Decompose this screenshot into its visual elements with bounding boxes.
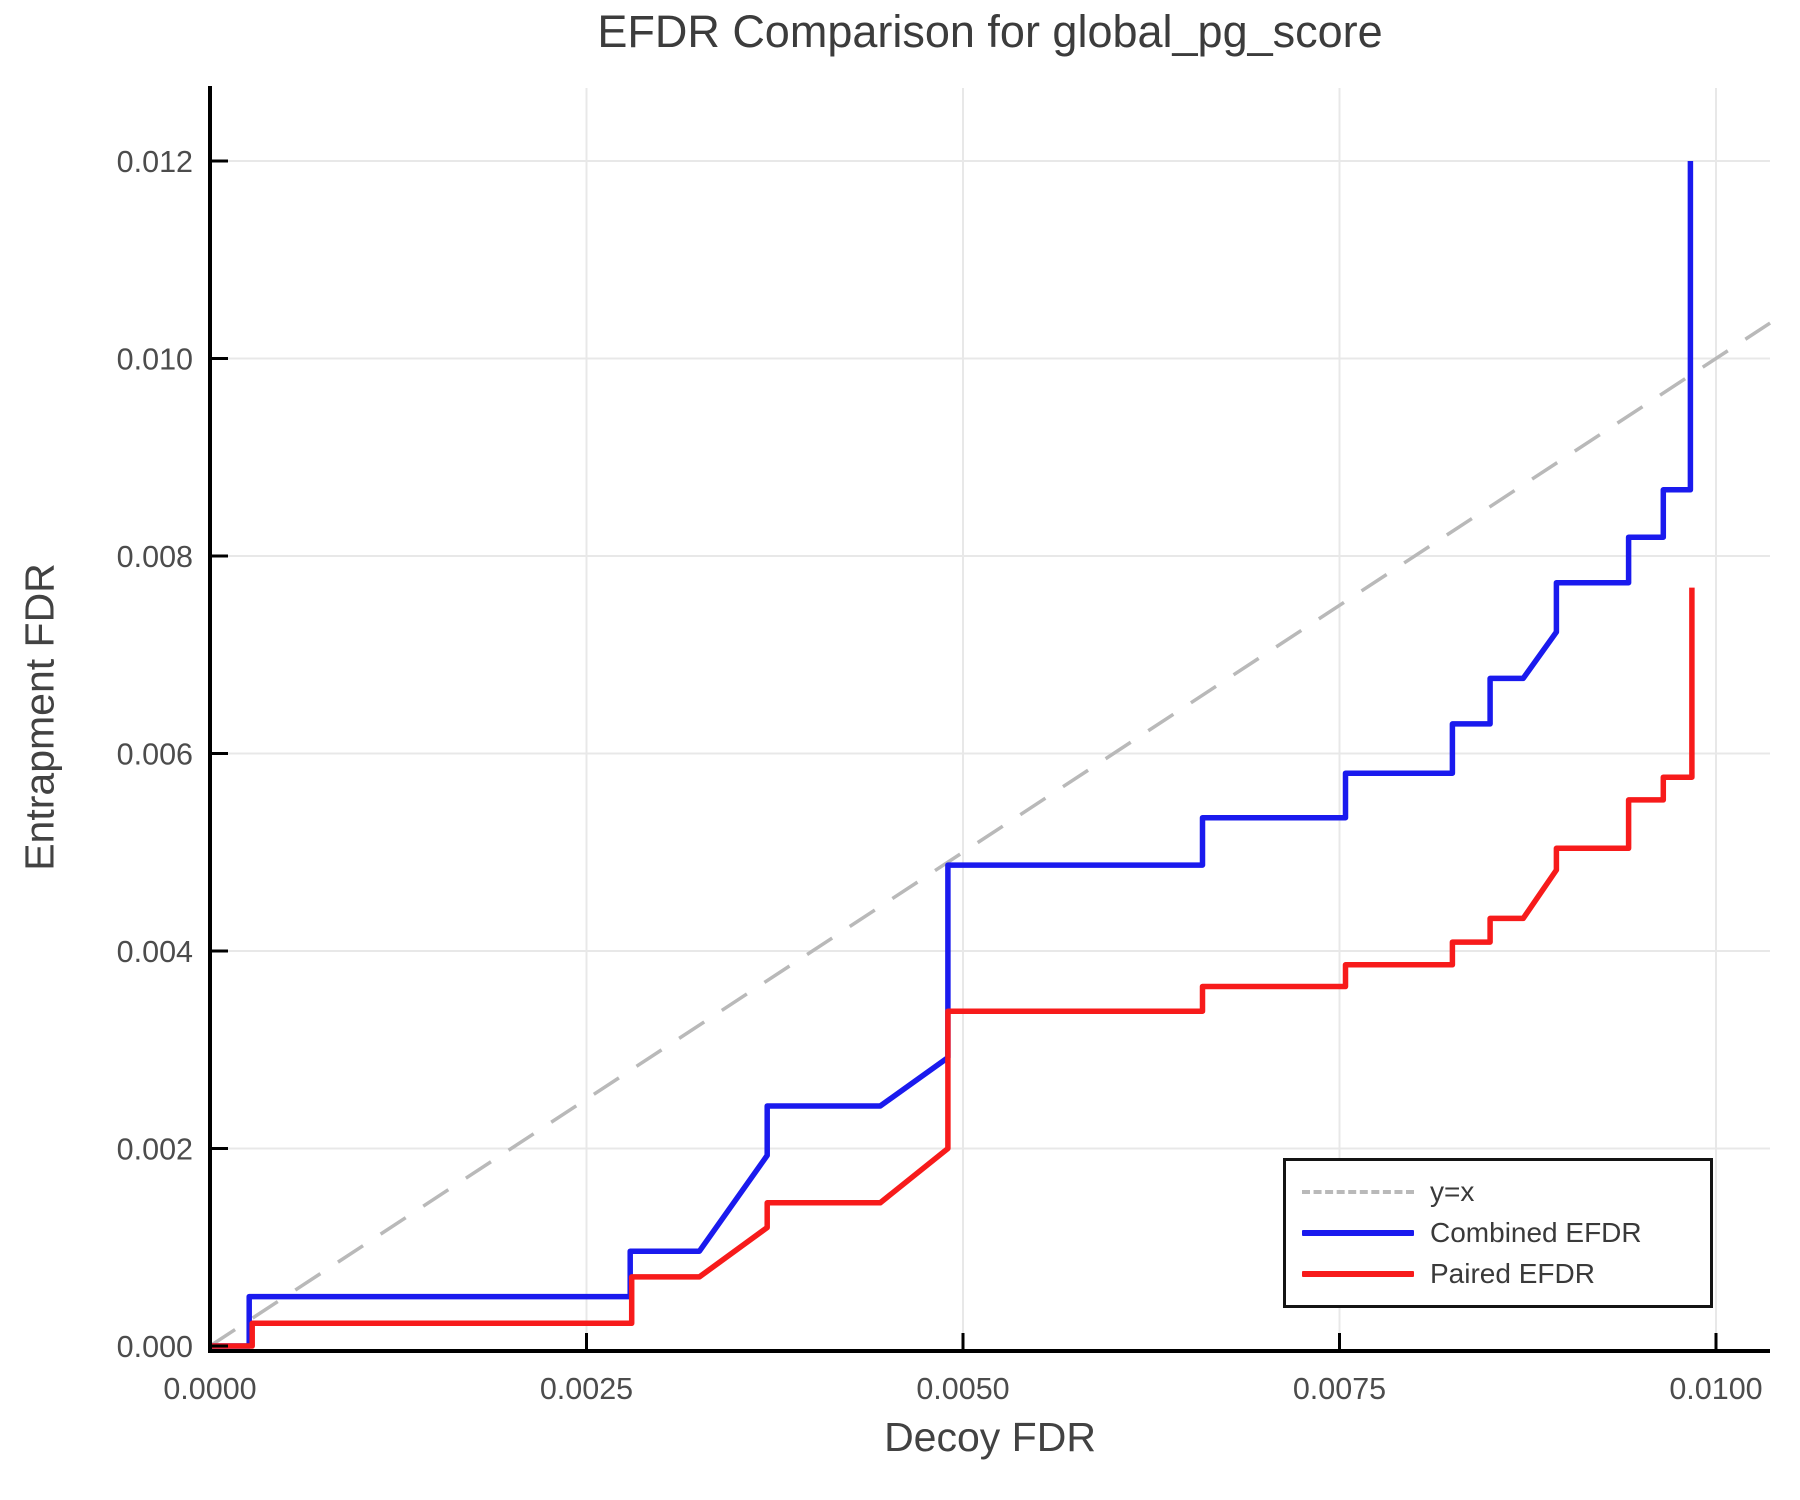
data-lines [209,161,1772,1349]
y-tick-labels: 0.000 0.002 0.004 0.006 0.008 0.010 0.01… [117,145,193,1364]
combined-efdr-line-sample [1302,1230,1414,1236]
x-tick-label: 0.0000 [163,1372,256,1406]
paired-efdr-line [210,587,1695,1349]
y-tick-label: 0.010 [117,342,193,376]
y-tick-label: 0.012 [117,145,193,179]
legend-label-paired-efdr: Paired EFDR [1430,1258,1595,1289]
legend-label-identity: y=x [1430,1176,1475,1207]
chart-title: EFDR Comparison for global_pg_score [597,6,1383,57]
combined-efdr-line [210,161,1694,1349]
x-axis-label: Decoy FDR [884,1414,1096,1460]
gridlines [210,88,1770,1349]
x-tick-label: 0.0100 [1669,1372,1762,1406]
x-tick-label: 0.0050 [916,1372,1009,1406]
y-tick-label: 0.008 [117,540,193,574]
y-tick-label: 0.004 [117,935,193,969]
legend: y=x Combined EFDR Paired EFDR [1283,1158,1713,1308]
y-tick-label: 0.002 [117,1132,193,1166]
y-tick-label: 0.000 [117,1330,193,1364]
tick-marks [208,159,1718,1351]
paired-efdr-line-sample [1302,1271,1414,1277]
x-tick-label: 0.0025 [540,1372,633,1406]
legend-row-paired-efdr: Paired EFDR [1302,1257,1710,1291]
legend-row-combined-efdr: Combined EFDR [1302,1216,1710,1250]
x-tick-label: 0.0075 [1293,1372,1386,1406]
legend-label-combined-efdr: Combined EFDR [1430,1217,1642,1248]
identity-line-sample [1302,1190,1414,1194]
y-tick-label: 0.006 [117,737,193,771]
identity-line [209,321,1772,1348]
axis-spines [208,86,1770,1353]
x-tick-labels: 0.0000 0.0025 0.0050 0.0075 0.0100 [163,1372,1762,1406]
y-axis-label: Entrapment FDR [16,563,63,871]
legend-row-identity: y=x [1302,1175,1710,1209]
